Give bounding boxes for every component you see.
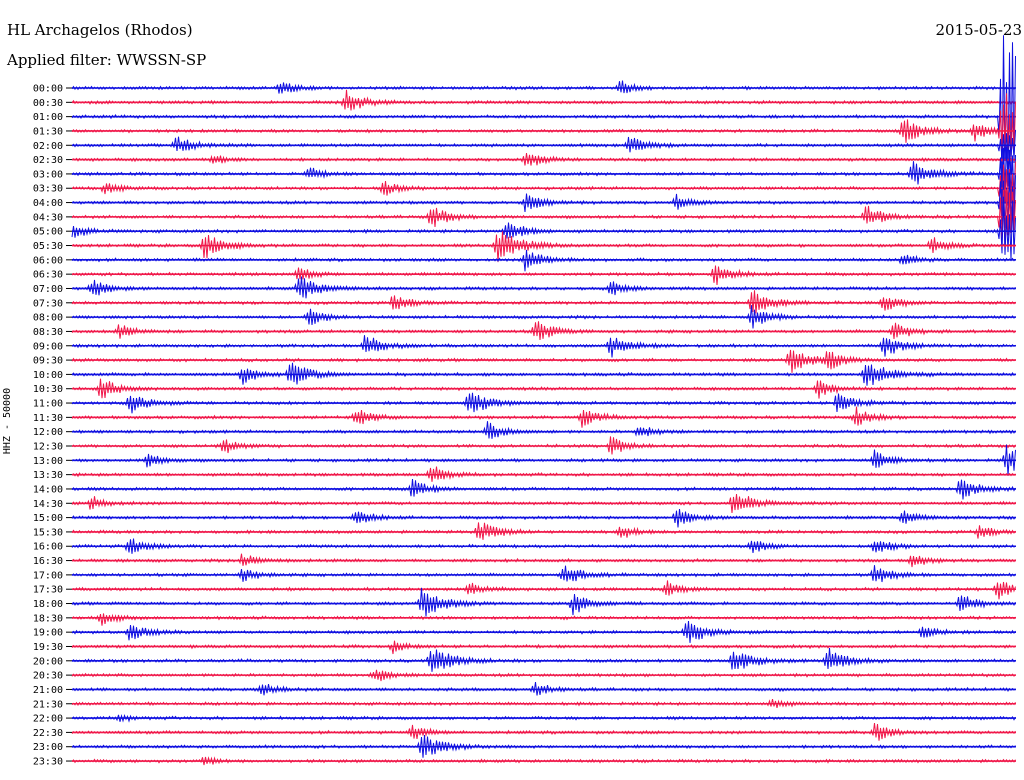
row-tick-label: 21:30 (33, 699, 63, 710)
seismic-trace (71, 189, 1016, 252)
seismic-trace (71, 565, 1016, 583)
row-tick-label: 05:00 (33, 227, 63, 238)
seismic-trace (71, 265, 1016, 285)
channel-axis-label: HHZ - 50000 (2, 387, 13, 455)
row-tick-label: 12:30 (33, 442, 63, 453)
seismic-trace (71, 290, 1016, 314)
seismic-trace (71, 231, 1016, 263)
seismic-trace (71, 89, 1016, 111)
row-tick-label: 19:30 (33, 642, 63, 653)
seismic-trace (71, 276, 1016, 299)
row-tick-label: 10:30 (33, 384, 63, 395)
row-tick-label: 14:30 (33, 499, 63, 510)
row-tick-label: 03:30 (33, 184, 63, 195)
row-tick-label: 01:00 (33, 112, 63, 123)
filter-label: Applied filter: WWSSN-SP (7, 51, 207, 69)
row-tick-label: 04:30 (33, 212, 63, 223)
row-tick-label: 15:00 (33, 513, 63, 524)
row-tick-label: 13:00 (33, 456, 63, 467)
row-tick-label: 13:30 (33, 470, 63, 481)
row-tick-label: 09:00 (33, 341, 63, 352)
seismic-trace (71, 421, 1016, 439)
row-tick-label: 18:30 (33, 613, 63, 624)
seismic-trace (71, 647, 1016, 672)
row-tick-label: 04:00 (33, 198, 63, 209)
row-tick-label: 23:00 (33, 742, 63, 753)
row-tick-label: 19:00 (33, 628, 63, 639)
row-tick-label: 15:30 (33, 527, 63, 538)
seismic-trace (71, 172, 1016, 228)
station-title: HL Archagelos (Rhodos) (7, 21, 193, 39)
row-tick-label: 16:30 (33, 556, 63, 567)
seismic-trace (71, 522, 1016, 540)
row-tick-label: 07:30 (33, 298, 63, 309)
row-tick-label: 06:30 (33, 270, 63, 281)
row-tick-label: 21:00 (33, 685, 63, 696)
seismic-trace (71, 613, 1016, 626)
row-tick-label: 03:00 (33, 169, 63, 180)
row-tick-label: 14:00 (33, 484, 63, 495)
row-tick-label: 16:00 (33, 542, 63, 553)
row-tick-label: 18:00 (33, 599, 63, 610)
row-tick-label: 20:00 (33, 656, 63, 667)
row-tick-label: 23:30 (33, 757, 63, 768)
row-tick-label: 00:30 (33, 98, 63, 109)
row-tick-label: 06:00 (33, 255, 63, 266)
seismic-trace (71, 35, 1016, 194)
row-tick-label: 07:00 (33, 284, 63, 295)
seismic-trace (71, 640, 1016, 655)
row-tick-label: 11:00 (33, 399, 63, 410)
seismic-trace (71, 321, 1016, 340)
seismic-trace (71, 146, 1016, 206)
row-tick-label: 05:30 (33, 241, 63, 252)
row-tick-label: 00:00 (33, 84, 63, 95)
row-tick-label: 02:00 (33, 141, 63, 152)
row-tick-label: 17:30 (33, 585, 63, 596)
row-tick-label: 22:30 (33, 728, 63, 739)
row-tick-label: 22:00 (33, 714, 63, 725)
row-tick-label: 08:00 (33, 313, 63, 324)
row-tick-label: 01:30 (33, 126, 63, 137)
row-tick-label: 09:30 (33, 356, 63, 367)
row-tick-label: 02:30 (33, 155, 63, 166)
row-tick-label: 12:00 (33, 427, 63, 438)
date-label: 2015-05-23 (935, 21, 1022, 39)
row-tick-label: 08:30 (33, 327, 63, 338)
row-tick-label: 11:30 (33, 413, 63, 424)
seismic-trace (71, 80, 1016, 94)
row-tick-label: 20:30 (33, 671, 63, 682)
row-tick-label: 10:00 (33, 370, 63, 381)
row-tick-label: 17:00 (33, 570, 63, 581)
seismic-trace (71, 587, 1016, 617)
